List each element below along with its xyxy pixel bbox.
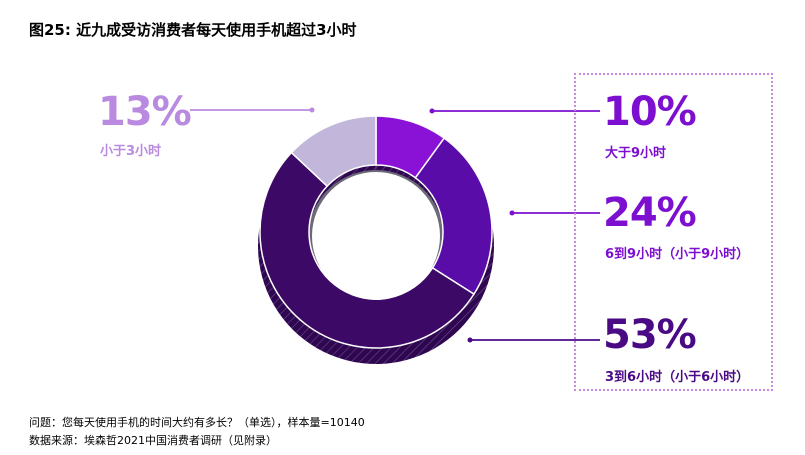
leader-dot xyxy=(309,107,315,113)
footnote-question: 问题：您每天使用手机的时间大约有多长？（单选），样本量=10140 xyxy=(29,416,365,429)
donut-hole xyxy=(312,172,440,300)
leader-dot xyxy=(509,210,515,216)
footnote-source: 数据来源：埃森哲2021中国消费者调研（见附录） xyxy=(29,434,277,447)
data-label-category: 3到6小时（小于6小时） xyxy=(605,370,750,385)
data-label-value: 10% xyxy=(603,89,697,135)
callout-box xyxy=(574,73,773,391)
data-label-category: 小于3小时 xyxy=(100,144,162,159)
leader-dot xyxy=(467,337,473,343)
data-label-value: 24% xyxy=(603,190,697,236)
data-label-category: 大于9小时 xyxy=(605,146,667,161)
chart-title: 图25: 近九成受访消费者每天使用手机超过3小时 xyxy=(29,21,357,39)
pie-slice xyxy=(414,137,493,296)
data-label-category: 6到9小时（小于9小时） xyxy=(605,247,750,262)
pie-slice xyxy=(290,115,377,188)
data-label-value: 13% xyxy=(98,89,192,135)
data-label-value: 53% xyxy=(603,312,697,358)
leader-dot xyxy=(429,108,435,114)
